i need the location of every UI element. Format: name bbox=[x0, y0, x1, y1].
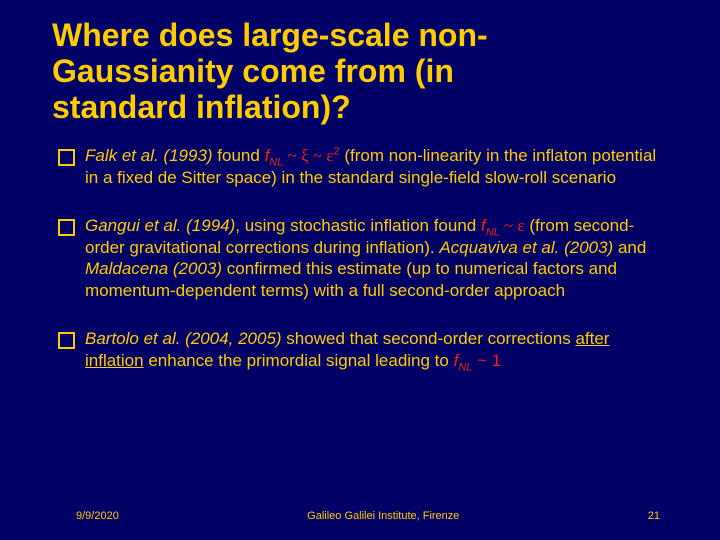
bullet-icon bbox=[58, 332, 75, 349]
sq-sup: 2 bbox=[334, 146, 340, 158]
bullet-list: Falk et al. (1993) found fNL ~ ξ ~ ε2 (f… bbox=[52, 145, 672, 371]
ref-gangui: Gangui et al. (1994) bbox=[85, 216, 235, 235]
slide: Where does large-scale non- Gaussianity … bbox=[0, 0, 720, 540]
title-line-1: Where does large-scale non- bbox=[52, 17, 488, 53]
rel-one: ~ 1 bbox=[472, 351, 501, 370]
t: showed that second-order corrections bbox=[282, 329, 576, 348]
ref-falk: Falk et al. (1993) bbox=[85, 146, 213, 165]
title-line-3: standard inflation)? bbox=[52, 89, 351, 125]
bullet-1-text: Falk et al. (1993) found fNL ~ ξ ~ ε2 (f… bbox=[85, 145, 672, 189]
slide-title: Where does large-scale non- Gaussianity … bbox=[52, 18, 672, 125]
t: found bbox=[213, 146, 265, 165]
eps-sym: ε bbox=[517, 216, 524, 235]
nl-sub: NL bbox=[458, 361, 472, 373]
bullet-icon bbox=[58, 149, 75, 166]
footer-page: 21 bbox=[648, 510, 660, 522]
bullet-2-text: Gangui et al. (1994), using stochastic i… bbox=[85, 215, 672, 302]
footer: 9/9/2020 Galileo Galilei Institute, Fire… bbox=[0, 510, 720, 522]
t: , using stochastic inflation found bbox=[235, 216, 481, 235]
footer-date: 9/9/2020 bbox=[76, 510, 119, 522]
eps-sym: ε bbox=[326, 146, 333, 165]
t3: and bbox=[613, 238, 646, 257]
rel2: ~ bbox=[309, 146, 327, 165]
fnl: fNL bbox=[481, 216, 500, 235]
title-line-2: Gaussianity come from (in bbox=[52, 53, 454, 89]
nl-sub: NL bbox=[486, 226, 500, 238]
ref-acquaviva: Acquaviva et al. (2003) bbox=[439, 238, 613, 257]
fnl: fNL bbox=[265, 146, 284, 165]
bullet-3-text: Bartolo et al. (2004, 2005) showed that … bbox=[85, 328, 672, 372]
bullet-3: Bartolo et al. (2004, 2005) showed that … bbox=[58, 328, 672, 372]
fnl: fNL bbox=[454, 351, 473, 370]
ref-maldacena: Maldacena (2003) bbox=[85, 259, 222, 278]
xi-sym: ξ bbox=[301, 146, 309, 165]
footer-venue: Galileo Galilei Institute, Firenze bbox=[119, 510, 648, 522]
rel: ~ bbox=[283, 146, 301, 165]
rel: ~ bbox=[500, 216, 518, 235]
bullet-1: Falk et al. (1993) found fNL ~ ξ ~ ε2 (f… bbox=[58, 145, 672, 189]
bullet-2: Gangui et al. (1994), using stochastic i… bbox=[58, 215, 672, 302]
t2: enhance the primordial signal leading to bbox=[144, 351, 454, 370]
bullet-icon bbox=[58, 219, 75, 236]
ref-bartolo: Bartolo et al. (2004, 2005) bbox=[85, 329, 282, 348]
